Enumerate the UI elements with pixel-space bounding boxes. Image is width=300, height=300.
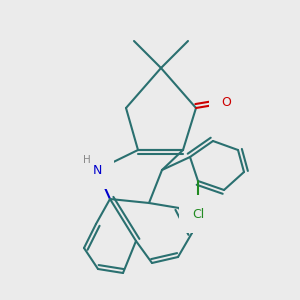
Text: N: N [92, 164, 102, 176]
Text: Cl: Cl [192, 208, 204, 220]
Text: H: H [83, 155, 91, 165]
Text: O: O [221, 97, 231, 110]
